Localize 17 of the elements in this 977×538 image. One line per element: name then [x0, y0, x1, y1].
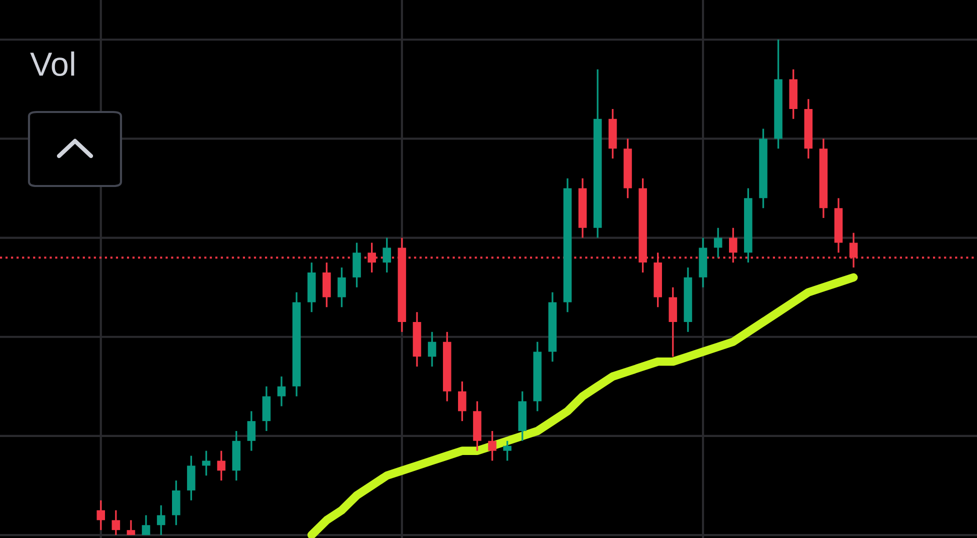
text: Vol [30, 51, 74, 76]
candlestick [488, 430, 496, 462]
candlestick [458, 380, 466, 422]
candlestick [714, 227, 722, 258]
candlestick [142, 514, 150, 536]
candlestick [247, 410, 256, 452]
candlestick [96, 500, 105, 531]
candlestick [126, 519, 136, 536]
candlestick [428, 331, 436, 368]
candlestick [217, 450, 226, 482]
candlestick [382, 236, 392, 274]
candlestick [202, 450, 210, 476]
candlestick [503, 440, 512, 462]
candlestick [338, 266, 346, 308]
candlestick [277, 376, 286, 408]
candlestick [112, 509, 120, 536]
candlestick [156, 504, 166, 536]
